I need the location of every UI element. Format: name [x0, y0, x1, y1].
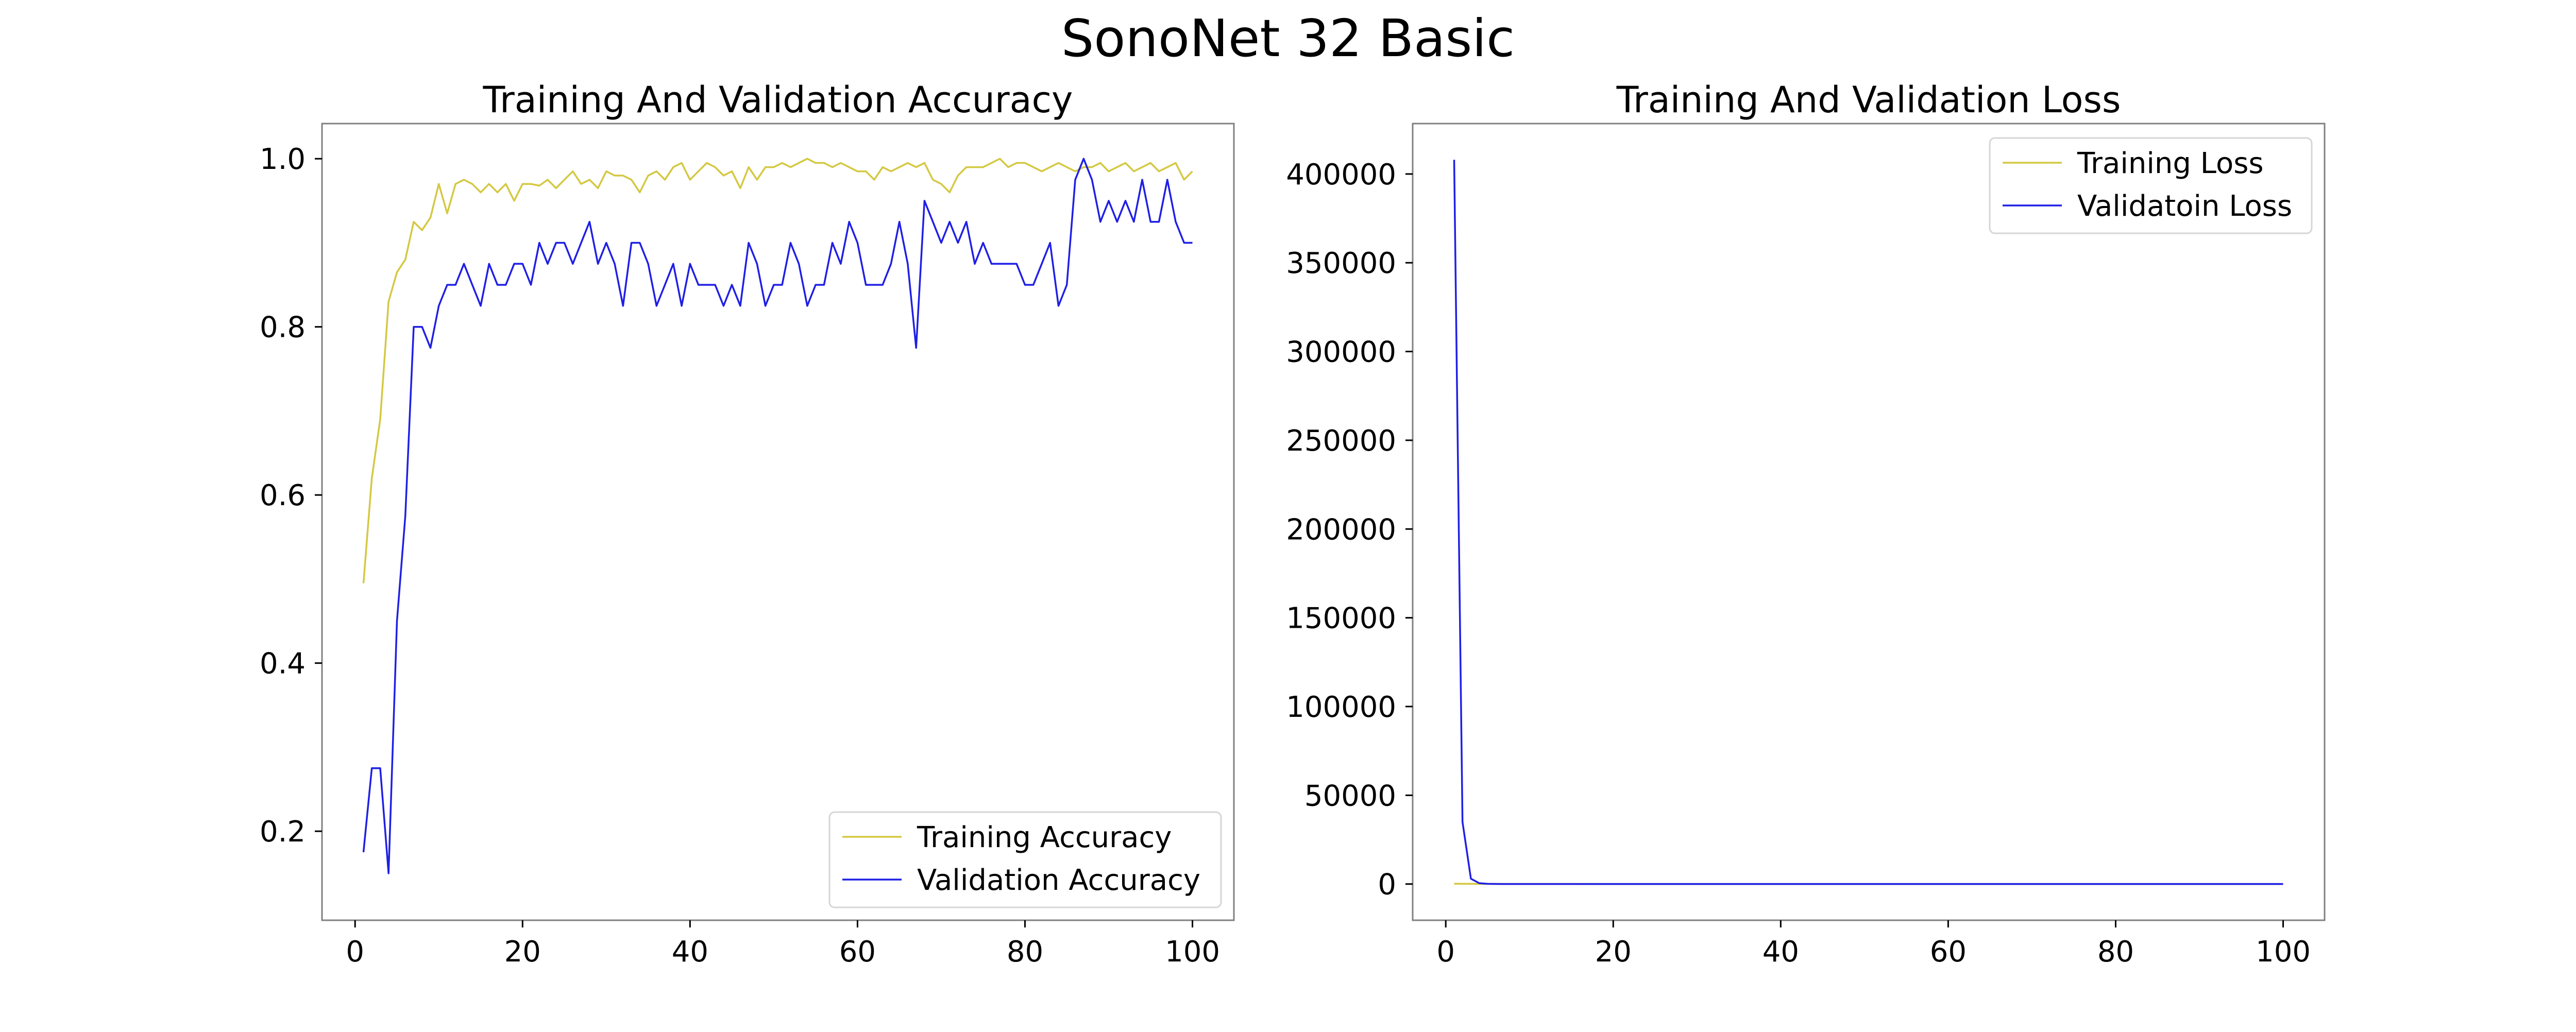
legend-label: Training Loss — [2077, 147, 2264, 180]
y-tick-label: 0.6 — [260, 479, 306, 512]
x-tick-label: 0 — [1436, 935, 1455, 969]
x-tick-label: 100 — [1165, 935, 1220, 969]
y-tick-label: 50000 — [1304, 779, 1396, 813]
x-tick-label: 20 — [1595, 935, 1632, 969]
figure-title: SonoNet 32 Basic — [1061, 8, 1515, 68]
y-tick-label: 250000 — [1286, 424, 1396, 458]
x-tick-label: 80 — [1007, 935, 1043, 969]
y-tick-label: 400000 — [1286, 158, 1396, 192]
chart-panel-2: Training And Validation Loss 0 20 40 60 80 100… — [1286, 79, 2326, 969]
y-tick-label: 350000 — [1286, 247, 1396, 280]
legend: Training Loss Validatoin Loss — [1989, 137, 2313, 234]
x-tick-label: 100 — [2256, 935, 2311, 969]
x-tick-label: 0 — [346, 935, 364, 969]
y-tick-label: 100000 — [1286, 691, 1396, 724]
legend-label: Training Accuracy — [917, 821, 1172, 854]
y-tick-label: 1.0 — [260, 143, 306, 176]
x-tick-label: 80 — [2097, 935, 2134, 969]
legend-label: Validatoin Loss — [2077, 190, 2292, 223]
y-tick-label: 0.8 — [260, 311, 306, 345]
chart-panel-1: Training And Validation Accuracy 0 20 40 60 8… — [260, 79, 1235, 969]
y-tick-label: 150000 — [1286, 602, 1396, 635]
legend-box — [1989, 137, 2313, 234]
plot-frame — [1412, 123, 2326, 921]
series-line-training — [362, 158, 1193, 583]
x-tick-label: 40 — [672, 935, 708, 969]
x-tick-label: 60 — [1930, 935, 1967, 969]
y-tick-label: 0 — [1378, 868, 1396, 902]
legend: Training Accuracy Validation Accuracy — [828, 811, 1222, 908]
chart-title: Training And Validation Accuracy — [483, 79, 1073, 121]
y-tick-label: 0.2 — [260, 815, 306, 849]
y-tick-label: 0.4 — [260, 647, 306, 681]
chart-title: Training And Validation Loss — [1616, 79, 2121, 121]
y-tick-label: 300000 — [1286, 336, 1396, 369]
y-tick-label: 200000 — [1286, 513, 1396, 546]
x-tick-label: 60 — [839, 935, 876, 969]
legend-label: Validation Accuracy — [917, 864, 1200, 897]
x-tick-label: 20 — [504, 935, 541, 969]
plot-frame — [321, 123, 1235, 921]
legend-box — [828, 811, 1222, 908]
x-tick-label: 40 — [1762, 935, 1799, 969]
series-line-validation — [362, 158, 1193, 874]
series-line-validation — [1453, 160, 2283, 885]
